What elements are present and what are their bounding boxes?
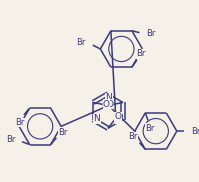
Text: Br: Br xyxy=(6,135,15,144)
Text: Br: Br xyxy=(15,118,25,127)
Text: O: O xyxy=(106,100,113,109)
Text: Br: Br xyxy=(191,127,199,136)
Text: N: N xyxy=(94,114,100,123)
Text: O: O xyxy=(114,112,121,121)
Text: O: O xyxy=(103,100,110,109)
Text: N: N xyxy=(116,114,122,123)
Text: Br: Br xyxy=(136,49,145,58)
Text: N: N xyxy=(106,93,112,102)
Text: Br: Br xyxy=(77,38,86,47)
Text: Br: Br xyxy=(145,124,155,133)
Text: Br: Br xyxy=(146,29,156,38)
Text: Br: Br xyxy=(128,132,138,141)
Text: Br: Br xyxy=(58,128,68,137)
